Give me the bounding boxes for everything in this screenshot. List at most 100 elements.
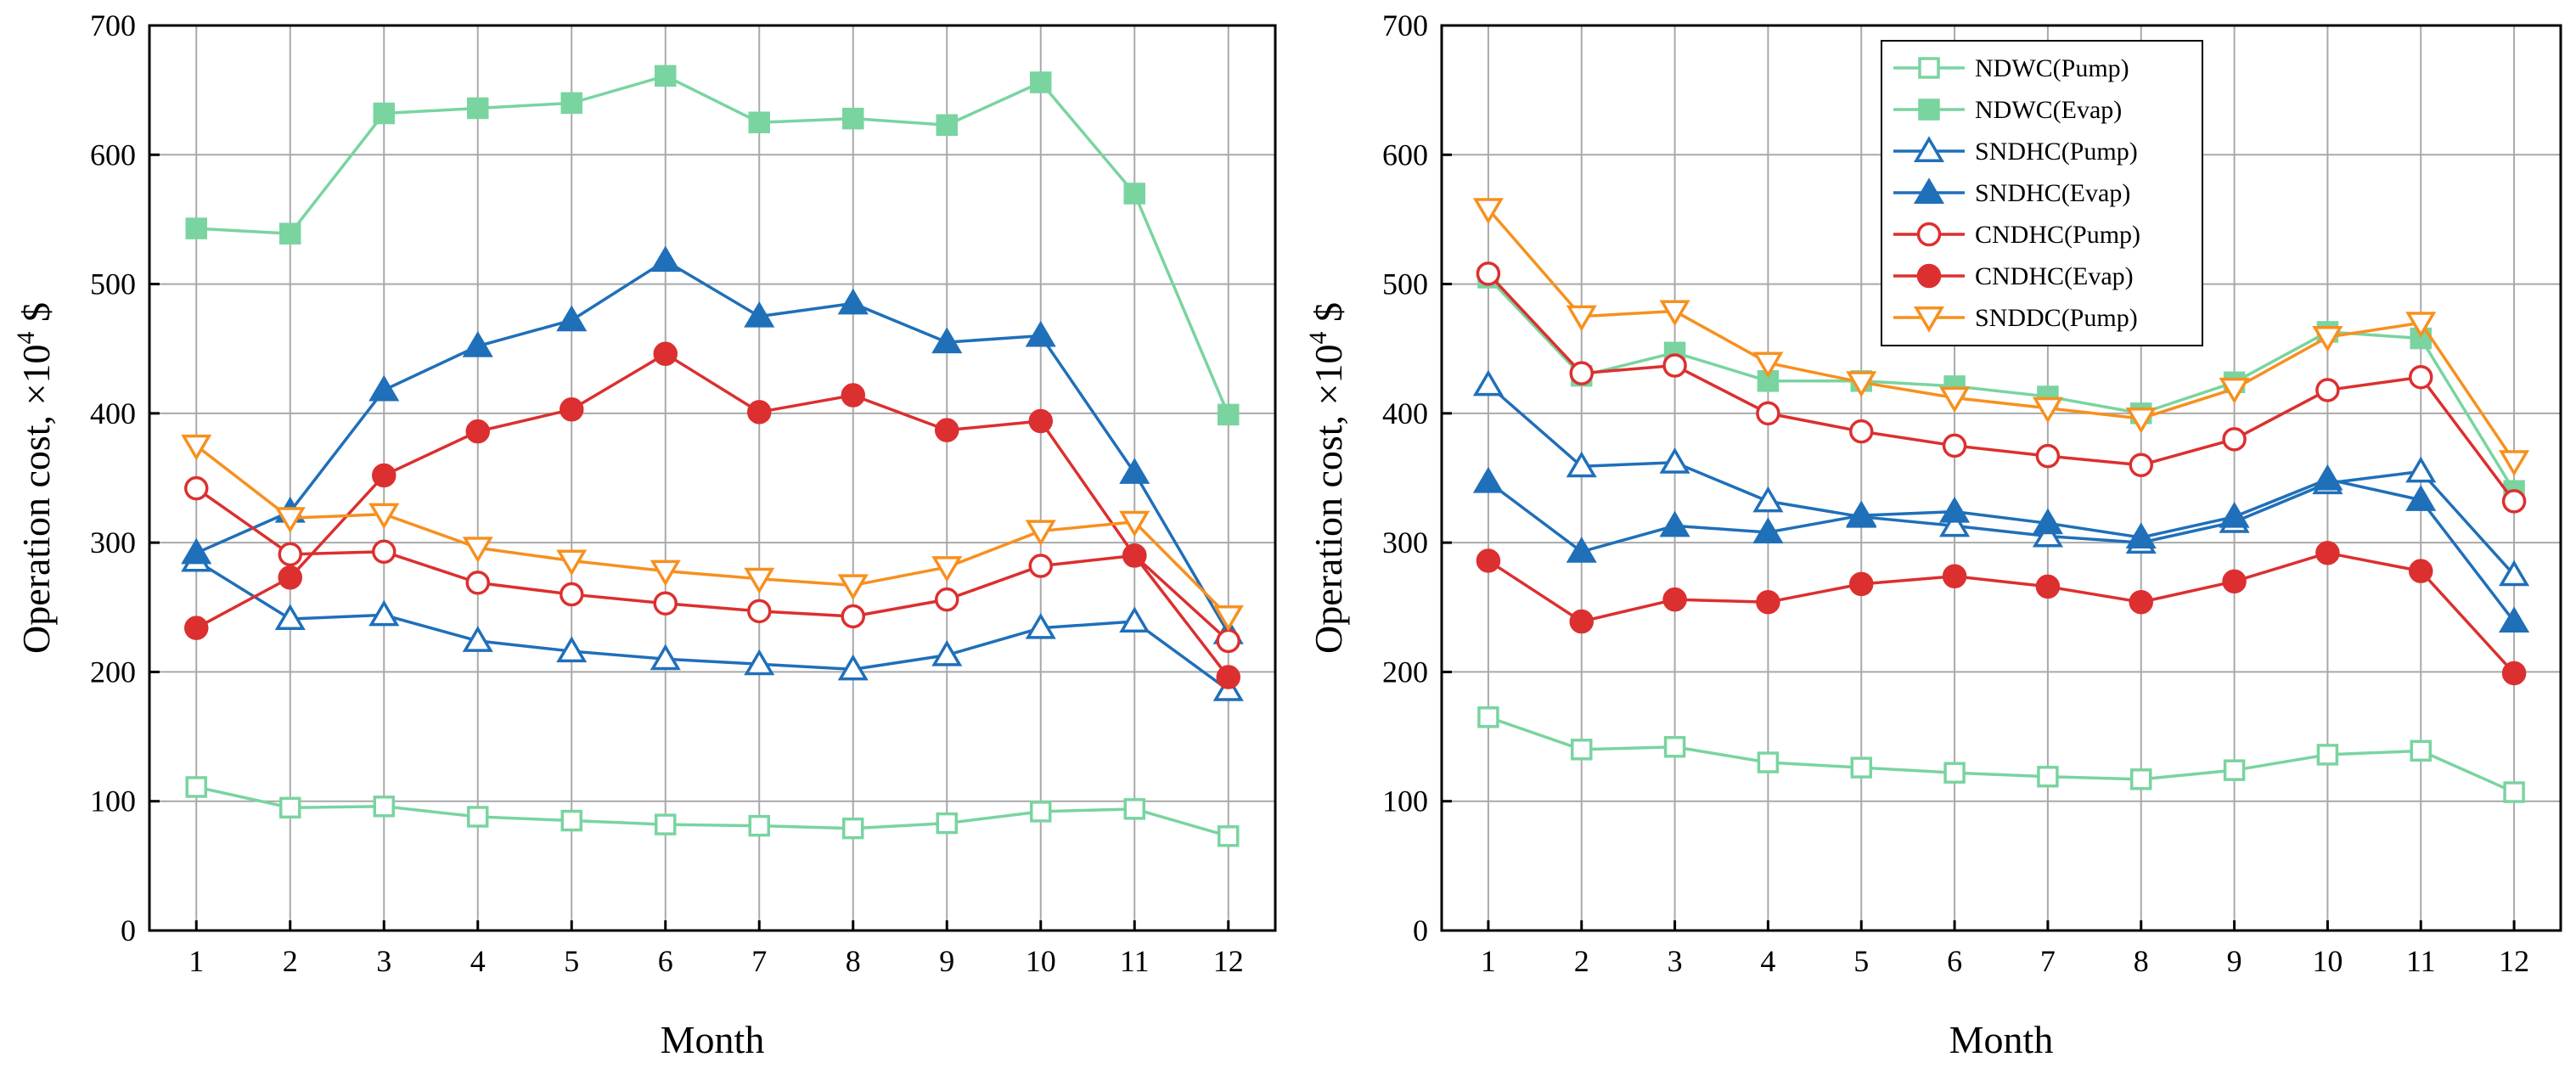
legend-label: SNDHC(Evap) bbox=[1975, 179, 2130, 207]
data-point bbox=[1030, 801, 1052, 823]
legend: NDWC(Pump) NDWC(Evap) SNDHC(Pump) SNDHC(Eva… bbox=[1881, 40, 2203, 346]
data-point bbox=[1566, 537, 1597, 563]
legend-label: NDWC(Evap) bbox=[1975, 96, 2122, 124]
data-point bbox=[1119, 606, 1150, 633]
data-point bbox=[1123, 798, 1145, 820]
data-point bbox=[1218, 825, 1240, 847]
data-point bbox=[748, 111, 770, 133]
x-tick-label: 9 bbox=[939, 944, 954, 978]
data-point bbox=[1122, 543, 1147, 568]
data-point bbox=[465, 571, 490, 595]
series-line bbox=[1487, 208, 2516, 463]
data-point bbox=[2032, 520, 2063, 548]
x-tick-label: 7 bbox=[751, 944, 767, 978]
data-point bbox=[1566, 305, 1597, 332]
data-point bbox=[1662, 353, 1687, 378]
x-tick-label: 1 bbox=[188, 944, 204, 978]
data-point bbox=[560, 397, 584, 422]
data-point bbox=[1028, 554, 1053, 578]
data-point bbox=[467, 806, 489, 828]
data-point bbox=[1472, 369, 1504, 396]
data-point bbox=[1569, 361, 1594, 385]
series-cndhc-pump- bbox=[1476, 261, 2527, 514]
gridlines bbox=[149, 25, 1275, 931]
data-point bbox=[372, 463, 397, 488]
data-point bbox=[373, 102, 395, 125]
data-point bbox=[279, 796, 301, 819]
legend-item: SNDDC(Pump) bbox=[1893, 304, 2138, 333]
data-point bbox=[1123, 183, 1145, 205]
data-point bbox=[372, 539, 397, 565]
y-axis-title-main: Operation cost, ×10 bbox=[14, 345, 58, 654]
data-point bbox=[2405, 312, 2437, 338]
y-tick-label: 100 bbox=[90, 784, 136, 818]
data-point bbox=[1757, 751, 1780, 773]
data-point bbox=[842, 107, 864, 130]
series-line bbox=[1487, 276, 2516, 492]
legend-item: CNDHC(Pump) bbox=[1893, 221, 2140, 249]
data-point bbox=[368, 374, 400, 402]
data-point bbox=[462, 330, 493, 357]
series-line bbox=[195, 785, 1229, 838]
data-point bbox=[2315, 541, 2340, 565]
data-point bbox=[1030, 71, 1052, 93]
legend-marker bbox=[1916, 263, 1942, 289]
legend-marker bbox=[1913, 177, 1945, 204]
data-point bbox=[1472, 198, 1504, 224]
data-point bbox=[2315, 378, 2340, 402]
data-point bbox=[841, 383, 865, 408]
data-point bbox=[744, 567, 775, 594]
y-axis-title-superscript: 4 bbox=[1304, 332, 1332, 345]
data-point bbox=[1472, 466, 1504, 493]
series-line bbox=[1487, 477, 2516, 623]
data-point bbox=[2032, 508, 2063, 535]
legend-item: SNDHC(Pump) bbox=[1893, 136, 2138, 166]
data-point bbox=[1752, 517, 1784, 543]
data-point bbox=[931, 327, 963, 354]
y-tick-label: 500 bbox=[90, 267, 136, 301]
legend-item: SNDHC(Evap) bbox=[1893, 177, 2130, 207]
data-point bbox=[837, 288, 869, 315]
data-point bbox=[2410, 739, 2432, 762]
data-point bbox=[2223, 759, 2246, 781]
data-point bbox=[560, 582, 584, 607]
data-point bbox=[1659, 447, 1690, 474]
y-tick-label: 600 bbox=[90, 138, 136, 172]
series-line bbox=[195, 486, 1229, 643]
series-line bbox=[195, 352, 1230, 678]
data-point bbox=[744, 649, 775, 676]
x-tick-label: 3 bbox=[376, 944, 391, 978]
legend-item: NDWC(Evap) bbox=[1893, 96, 2122, 124]
x-tick-label: 5 bbox=[1853, 944, 1869, 978]
data-point bbox=[274, 507, 306, 533]
data-point bbox=[2125, 407, 2157, 434]
y-axis-title-unit: $ bbox=[1307, 302, 1350, 332]
data-point bbox=[2129, 589, 2153, 615]
data-point bbox=[2499, 606, 2530, 633]
data-point bbox=[2130, 768, 2152, 790]
data-point bbox=[936, 114, 958, 137]
x-tick-label: 8 bbox=[2134, 944, 2149, 978]
data-point bbox=[1846, 500, 1877, 527]
data-point bbox=[1663, 736, 1686, 758]
plot-frame bbox=[148, 24, 1277, 932]
data-point bbox=[278, 565, 302, 590]
y-tick-label: 400 bbox=[1382, 396, 1428, 430]
y-tick-label: 100 bbox=[1382, 784, 1428, 818]
x-tick-label: 9 bbox=[2227, 944, 2242, 978]
series-line bbox=[1487, 273, 2516, 503]
y-axis-title: Operation cost, ×104 $ bbox=[1304, 302, 1350, 654]
x-tick-label: 7 bbox=[2040, 944, 2056, 978]
data-point bbox=[841, 604, 865, 629]
data-point bbox=[837, 574, 869, 601]
legend-label: SNDHC(Pump) bbox=[1975, 138, 2138, 166]
data-point bbox=[1659, 510, 1690, 537]
data-point bbox=[184, 475, 209, 501]
data-point bbox=[2409, 364, 2433, 390]
data-point bbox=[655, 65, 677, 87]
legend-label: CNDHC(Pump) bbox=[1975, 221, 2140, 249]
data-point bbox=[1028, 408, 1053, 434]
data-point bbox=[935, 587, 959, 612]
